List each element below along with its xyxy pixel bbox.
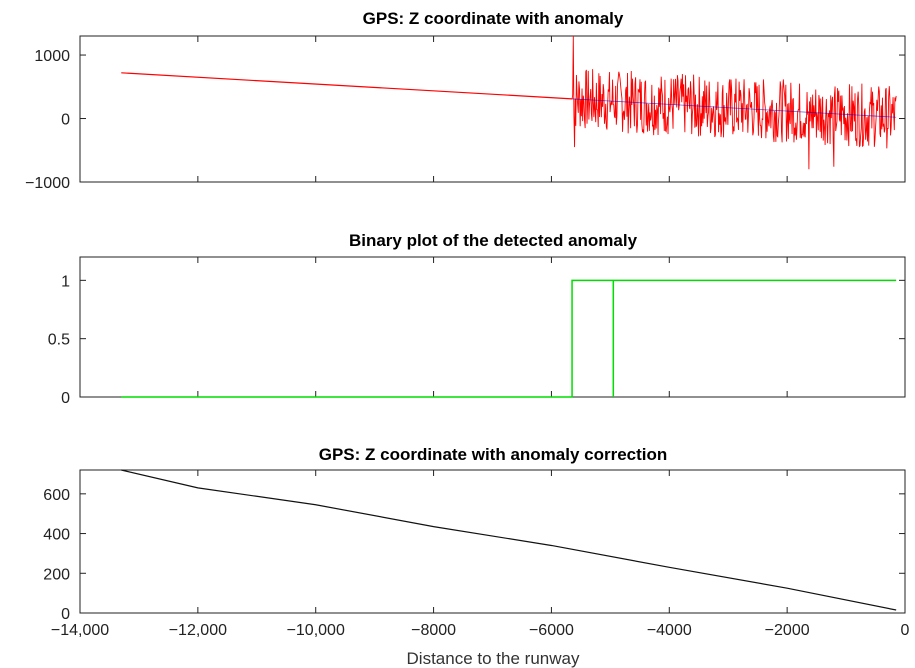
y-tick-label: −1000: [25, 175, 70, 192]
x-axis: −14,000 −12,000 −10,000 −8000 −6000 −4000 −200…: [51, 470, 910, 639]
x-tick-label: −2000: [765, 622, 810, 639]
panel-binary-anomaly: Binary plot of the detected anomaly 00.5…: [48, 231, 906, 407]
y-axis: 00.51: [48, 273, 905, 407]
y-tick-label: 600: [43, 487, 70, 504]
noisy-segment-line: [571, 35, 897, 170]
x-tick-label: −10,000: [287, 622, 345, 639]
y-tick-label: 400: [43, 527, 70, 544]
corrected-z-line: [121, 469, 897, 611]
anomaly-binary-line: [121, 279, 897, 398]
chart-title: GPS: Z coordinate with anomaly correctio…: [319, 445, 668, 464]
x-axis: [79, 257, 906, 397]
y-tick-label: 0: [61, 390, 70, 407]
x-tick-label: 0: [901, 622, 910, 639]
x-tick-label: −12,000: [169, 622, 227, 639]
smooth-segment-line: [121, 72, 573, 100]
x-axis-label: Distance to the runway: [407, 649, 580, 668]
y-tick-label: 200: [43, 566, 70, 583]
axes-box: [79, 469, 906, 614]
panel-gps-z-correction: GPS: Z coordinate with anomaly correctio…: [43, 445, 909, 668]
chart-title: Binary plot of the detected anomaly: [349, 231, 638, 250]
y-axis: −1000 0 1000: [25, 48, 905, 192]
y-tick-label: 0: [61, 112, 70, 129]
plot-area: [121, 469, 897, 611]
y-tick-label: 1: [61, 273, 70, 290]
x-tick-label: −4000: [647, 622, 692, 639]
y-axis: 0 200 400 600: [43, 487, 905, 623]
x-tick-label: −6000: [529, 622, 574, 639]
chart-title: GPS: Z coordinate with anomaly: [363, 9, 624, 28]
panel-gps-z-anomaly: GPS: Z coordinate with anomaly −1000 0 100…: [25, 9, 906, 192]
axes-box: [79, 256, 906, 398]
y-tick-label: 1000: [34, 48, 70, 65]
x-tick-label: −8000: [411, 622, 456, 639]
baseline-trend-line: [572, 98, 897, 118]
y-tick-label: 0.5: [48, 332, 70, 349]
x-tick-label: −14,000: [51, 622, 109, 639]
y-tick-label: 0: [61, 606, 70, 623]
plot-area: [121, 279, 897, 398]
x-axis: [79, 36, 906, 182]
plot-area: [121, 35, 897, 170]
axes-box: [79, 35, 906, 183]
